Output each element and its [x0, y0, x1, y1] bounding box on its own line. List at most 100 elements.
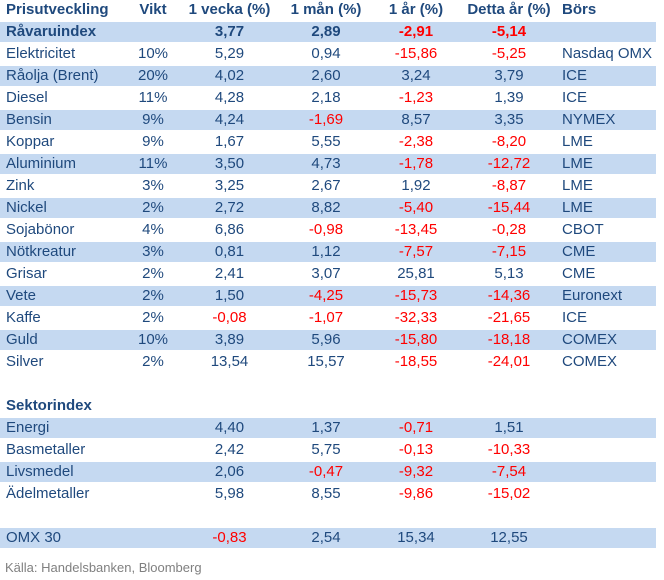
exchange-cell	[557, 484, 656, 504]
value-cell	[128, 22, 178, 42]
exchange-cell: LME	[562, 155, 593, 172]
row-label: Energi	[6, 419, 50, 436]
exchange-cell: ICE	[562, 67, 588, 84]
value-cell: 4,40	[214, 419, 245, 436]
value-cell: 3%	[142, 177, 164, 194]
value-cell: 2,06	[214, 463, 245, 480]
value-cell: 9%	[142, 133, 164, 150]
value-cell: 25,81	[397, 265, 435, 282]
value-cell: 8,55	[311, 485, 341, 502]
row-label: Vete	[6, 287, 37, 304]
value-cell: -9,32	[398, 463, 434, 480]
exchange-cell	[557, 462, 656, 482]
column-header-1-man: 1 mån (%)	[290, 1, 362, 18]
row-label: Kaffe	[6, 309, 41, 326]
table-row: Guld 10% 3,89 5,96 -15,80 -18,18 COMEX	[0, 330, 656, 352]
value-cell: 8,57	[401, 111, 431, 128]
value-cell: 0,81	[214, 243, 245, 260]
value-cell: 2%	[142, 265, 164, 282]
value-cell	[128, 462, 178, 482]
value-cell: 3,35	[494, 111, 524, 128]
value-cell: 1,37	[311, 419, 341, 436]
value-cell: 3,25	[214, 177, 245, 194]
value-cell: 5,96	[311, 331, 341, 348]
value-cell: -2,38	[398, 133, 434, 150]
row-label: Koppar	[6, 133, 55, 150]
value-cell: 2%	[142, 199, 164, 216]
table-row: OMX 30 -0,83 2,54 15,34 12,55	[0, 528, 656, 550]
value-cell: 4,73	[311, 155, 341, 172]
value-cell: 5,55	[311, 133, 341, 150]
exchange-cell: CME	[562, 243, 596, 260]
spacer-row	[0, 374, 656, 396]
table-row: Råolja (Brent) 20% 4,02 2,60 3,24 3,79 ICE	[0, 66, 656, 88]
value-cell: -18,18	[487, 331, 531, 348]
value-cell: -15,86	[394, 45, 438, 62]
row-label: OMX 30	[6, 529, 62, 546]
value-cell: -0,08	[212, 309, 247, 326]
value-cell: 2,54	[311, 529, 341, 546]
row-label: Livsmedel	[6, 463, 74, 480]
table-row: Sojabönor 4% 6,86 -0,98 -13,45 -0,28 CBOT	[0, 220, 656, 242]
row-label: Silver	[6, 353, 44, 370]
value-cell: 1,39	[494, 89, 524, 106]
value-cell: -7,15	[491, 243, 527, 260]
row-label: Zink	[6, 177, 35, 194]
value-cell: 2,42	[214, 441, 245, 458]
row-label: Sektorindex	[6, 397, 92, 414]
value-cell: -5,25	[491, 45, 527, 62]
value-cell: 3,24	[401, 67, 431, 84]
value-cell: 5,98	[214, 485, 245, 502]
value-cell: 4%	[142, 221, 164, 238]
value-cell: -9,86	[398, 485, 434, 502]
value-cell: 3,79	[494, 67, 524, 84]
value-cell	[371, 396, 461, 416]
value-cell: 11%	[138, 155, 168, 172]
value-cell: 2,18	[311, 89, 341, 106]
value-cell: -7,54	[491, 463, 527, 480]
table-row: Basmetaller 2,42 5,75 -0,13 -10,33	[0, 440, 656, 462]
value-cell	[178, 396, 281, 416]
value-cell: -14,36	[487, 287, 531, 304]
table-row: Bensin 9% 4,24 -1,69 8,57 3,35 NYMEX	[0, 110, 656, 132]
column-header-1-vecka: 1 vecka (%)	[188, 1, 271, 18]
value-cell	[128, 396, 178, 416]
value-cell: 12,55	[490, 529, 528, 546]
table-body: Råvaruindex 3,77 2,89 -2,91 -5,14 Elektricite…	[0, 22, 656, 550]
value-cell: 5,75	[311, 441, 341, 458]
value-cell: -1,23	[398, 89, 434, 106]
value-cell: 3,50	[214, 155, 245, 172]
row-label: Sojabönor	[6, 221, 75, 238]
value-cell: 2,72	[214, 199, 245, 216]
price-table: Prisutveckling Vikt 1 vecka (%) 1 mån (%…	[0, 1, 656, 550]
value-cell: -15,02	[487, 485, 531, 502]
column-header-vikt: Vikt	[139, 1, 167, 18]
value-cell: -7,57	[398, 243, 434, 260]
value-cell: -5,14	[491, 23, 527, 40]
value-cell	[128, 528, 178, 548]
row-label: Ädelmetaller	[6, 485, 90, 502]
value-cell: 2,41	[214, 265, 245, 282]
table-row: Vete 2% 1,50 -4,25 -15,73 -14,36 Euronext	[0, 286, 656, 308]
table-row: Diesel 11% 4,28 2,18 -1,23 1,39 ICE	[0, 88, 656, 110]
exchange-cell: LME	[562, 177, 593, 194]
exchange-cell: COMEX	[562, 331, 618, 348]
table-row: Silver 2% 13,54 15,57 -18,55 -24,01 COMEX	[0, 352, 656, 374]
spacer-row	[0, 506, 656, 528]
value-cell: 1,67	[214, 133, 245, 150]
value-cell: 9%	[142, 111, 164, 128]
exchange-cell: Nasdaq OMX	[562, 45, 653, 62]
value-cell: -24,01	[487, 353, 531, 370]
value-cell: -13,45	[394, 221, 438, 238]
table-row: Energi 4,40 1,37 -0,71 1,51	[0, 418, 656, 440]
value-cell: 15,57	[307, 353, 345, 370]
value-cell: -8,20	[491, 133, 527, 150]
value-cell	[128, 484, 178, 504]
value-cell: 1,50	[214, 287, 245, 304]
value-cell	[128, 418, 178, 438]
value-cell: 10%	[137, 45, 169, 62]
value-cell	[461, 396, 557, 416]
value-cell: -18,55	[394, 353, 438, 370]
exchange-cell	[557, 440, 656, 460]
